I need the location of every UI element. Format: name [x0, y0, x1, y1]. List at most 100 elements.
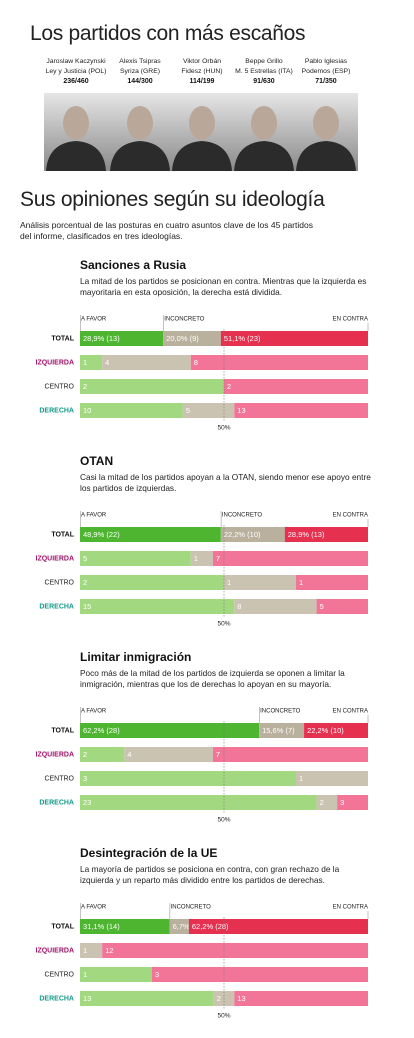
segment-label: 23	[83, 798, 91, 807]
photo-shoulders	[234, 141, 294, 171]
row-label: DERECHA	[39, 799, 74, 806]
column-header: A FAVOR	[81, 317, 107, 323]
person-name: Beppe Grillo	[245, 58, 283, 65]
row-label: TOTAL	[51, 335, 74, 342]
section-title: Sus opiniones según su ideología	[20, 188, 325, 211]
segment-label: 7	[216, 750, 220, 759]
segment	[80, 403, 183, 418]
segment	[190, 551, 213, 566]
total-segment	[284, 527, 368, 542]
column-header: A FAVOR	[81, 513, 107, 519]
x-tick-label: 50%	[217, 621, 230, 628]
total-value-label: 31,1% (14)	[83, 922, 120, 931]
photo-shoulders	[296, 141, 356, 171]
segment	[316, 599, 368, 614]
segment-label: 13	[237, 994, 245, 1003]
segment-label: 15	[83, 602, 91, 611]
segment	[337, 795, 368, 810]
segment	[234, 403, 368, 418]
segment-label: 8	[194, 358, 198, 367]
total-value-label: 62,2% (28)	[83, 726, 120, 735]
total-segment	[169, 919, 189, 934]
photo-shoulders	[46, 141, 106, 171]
total-segment	[220, 527, 285, 542]
chart-title: Desintegración de la UE	[80, 846, 218, 860]
chart: TOTAL 62,2% (28) A FAVOR 15,6% (7) INCONCRET…	[36, 707, 375, 824]
segment-label: 2	[83, 578, 87, 587]
column-header: A FAVOR	[81, 709, 107, 715]
total-value-label: 20,0% (9)	[166, 334, 199, 343]
segment	[80, 991, 214, 1006]
segment-label: 2	[83, 382, 87, 391]
person-seats: 144/300	[127, 78, 152, 85]
segment	[296, 575, 368, 590]
total-value-label: 62,2% (28)	[192, 922, 229, 931]
person-seats: 114/199	[190, 78, 215, 85]
column-header: INCONCRETO	[164, 317, 205, 323]
row-label: DERECHA	[39, 995, 74, 1002]
row-label: IZQUIERDA	[36, 359, 75, 366]
segment-label: 13	[237, 406, 245, 415]
row-label: DERECHA	[39, 603, 74, 610]
photo-shoulders	[110, 141, 170, 171]
segment	[102, 355, 191, 370]
column-header: EN CONTRA	[333, 317, 368, 323]
segment-label: 1	[299, 774, 303, 783]
chart: TOTAL 48,9% (22) A FAVOR 22,2% (10) INCONCRE…	[36, 511, 369, 628]
photo-shoulders	[172, 141, 232, 171]
photo-head	[313, 106, 339, 140]
person-party: Syriza (GRE)	[120, 68, 160, 75]
total-segment	[80, 723, 260, 738]
segment	[190, 355, 368, 370]
total-value-label: 48,9% (22)	[83, 530, 120, 539]
row-label: IZQUIERDA	[36, 555, 75, 562]
person-name: Alexis Tsipras	[119, 58, 161, 65]
segment	[102, 943, 369, 958]
total-value-label: 15,6% (7)	[262, 726, 295, 735]
segment-label: 1	[83, 970, 87, 979]
person-party: Ley y Justicia (POL)	[46, 68, 107, 75]
segment	[234, 991, 368, 1006]
section-intro: Análisis porcentual de las posturas en c…	[20, 220, 313, 241]
row-label: IZQUIERDA	[36, 947, 75, 954]
segment-label: 7	[216, 554, 220, 563]
segment	[224, 379, 368, 394]
photo-head	[127, 106, 153, 140]
segment-label: 3	[83, 774, 87, 783]
header-title: Los partidos con más escaños	[30, 22, 306, 45]
photo-head	[63, 106, 89, 140]
column-header: INCONCRETO	[260, 709, 301, 715]
total-value-label: 28,9% (13)	[83, 334, 120, 343]
chart-description: Poco más de la mitad de los partidos de …	[80, 668, 345, 689]
column-header: INCONCRETO	[222, 513, 263, 519]
x-tick-label: 50%	[217, 817, 230, 824]
segment	[152, 967, 368, 982]
row-label: CENTRO	[44, 579, 74, 586]
segment-label: 3	[155, 970, 159, 979]
chart: TOTAL 28,9% (13) A FAVOR 20,0% (9) INCONCRET…	[36, 315, 369, 432]
photo-head	[251, 106, 277, 140]
segment	[80, 795, 317, 810]
segment-label: 1	[227, 578, 231, 587]
segment-label: 2	[83, 750, 87, 759]
row-label: CENTRO	[44, 383, 74, 390]
person-party: Podemos (ESP)	[302, 68, 351, 75]
total-value-label: 22,2% (10)	[307, 726, 344, 735]
segment-label: 12	[105, 946, 113, 955]
chart: TOTAL 31,1% (14) A FAVOR 6,7% (3) INCONCRETO…	[36, 903, 369, 1020]
person-name: Jaroslaw Kaczynski	[46, 58, 106, 65]
segment-label: 10	[83, 406, 91, 415]
segment	[124, 747, 213, 762]
total-value-label: 51,1% (23)	[224, 334, 261, 343]
segment	[80, 943, 103, 958]
person-seats: 71/350	[315, 78, 337, 85]
chart-title: Sanciones a Rusia	[80, 258, 187, 272]
chart-description: Casi la mitad de los partidos apoyan a l…	[80, 472, 371, 493]
segment-label: 4	[127, 750, 131, 759]
column-header: A FAVOR	[81, 905, 107, 911]
total-segment	[80, 919, 170, 934]
segment	[80, 551, 191, 566]
segment	[80, 771, 296, 786]
segment-label: 0	[371, 774, 375, 783]
